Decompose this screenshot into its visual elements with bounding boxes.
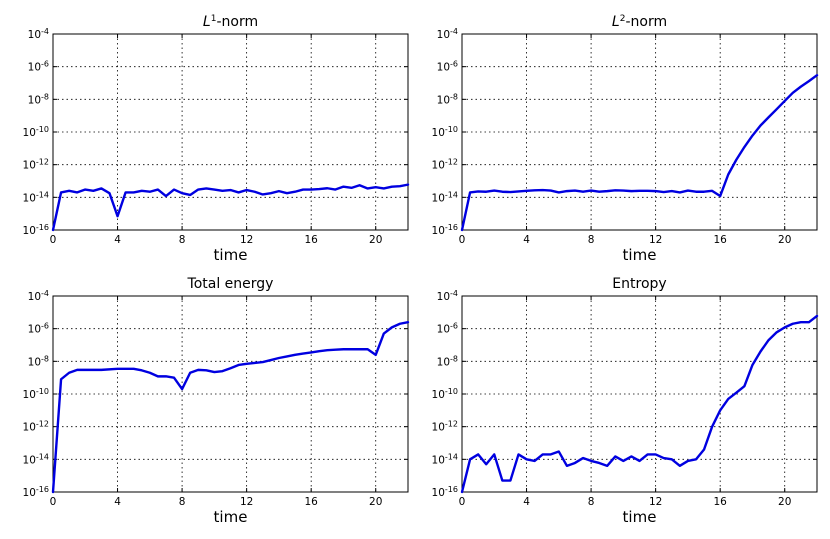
y-tick-label: 10-6 [28, 321, 49, 336]
x-tick-label: 12 [240, 496, 253, 508]
y-tick-label: 10-10 [23, 125, 49, 140]
series-line [460, 74, 819, 232]
plot-frame [52, 295, 409, 493]
y-tick-label: 10-12 [432, 419, 458, 434]
chart-title: L1-norm [203, 14, 258, 30]
y-tick-label: 10-4 [437, 27, 458, 42]
x-tick-label: 16 [713, 234, 727, 246]
y-tick-label: 10-6 [28, 59, 49, 74]
y-tick-label: 10-4 [28, 289, 49, 304]
x-tick-label: 16 [713, 496, 727, 508]
x-tick-label: 16 [304, 234, 318, 246]
x-tick-label: 4 [523, 496, 530, 508]
y-tick-label: 10-8 [28, 92, 49, 107]
y-tick-label: 10-4 [28, 27, 49, 42]
x-tick-label: 20 [778, 234, 791, 246]
y-tick-label: 10-8 [437, 92, 458, 107]
x-tick-label: 20 [778, 496, 791, 508]
panel-entropy: Entropy time 0 4 8 12 16 20 10-16 10-14 10-12 10-… [432, 276, 819, 526]
x-tick-label: 4 [114, 234, 121, 246]
chart-title: Total energy [187, 276, 274, 292]
y-tick-label: 10-8 [28, 354, 49, 369]
plot-frame [461, 33, 818, 231]
x-axis-label: time [623, 246, 657, 264]
x-axis-label: time [214, 508, 248, 526]
chart-title: Entropy [612, 276, 666, 292]
y-tick-label: 10-16 [432, 485, 458, 500]
y-tick-label: 10-6 [437, 321, 458, 336]
x-tick-label: 20 [369, 234, 382, 246]
y-tick-label: 10-14 [432, 190, 458, 205]
x-tick-label: 20 [369, 496, 382, 508]
panel-l1-norm: L1-norm time 0 4 8 12 16 20 10-16 10-14 10-12 10-… [23, 14, 410, 264]
y-tick-label: 10-16 [432, 223, 458, 238]
y-tick-label: 10-14 [23, 190, 49, 205]
y-tick-label: 10-12 [23, 157, 49, 172]
x-axis-label: time [623, 508, 657, 526]
plot-frame [461, 295, 818, 493]
y-tick-label: 10-8 [437, 354, 458, 369]
x-tick-label: 0 [459, 234, 466, 246]
y-tick-label: 10-12 [432, 157, 458, 172]
series-line [51, 320, 410, 494]
y-tick-label: 10-4 [437, 289, 458, 304]
x-axis-label: time [214, 246, 248, 264]
y-tick-label: 10-10 [432, 387, 458, 402]
y-tick-label: 10-6 [437, 59, 458, 74]
y-tick-label: 10-12 [23, 419, 49, 434]
x-tick-label: 12 [240, 234, 253, 246]
x-tick-label: 12 [649, 496, 662, 508]
plot-frame [52, 33, 409, 231]
panel-l2-norm: L2-norm time 0 4 8 12 16 20 10-16 10-14 10-12 10-… [432, 14, 819, 264]
y-tick-label: 10-10 [23, 387, 49, 402]
series-line [460, 314, 819, 494]
x-tick-label: 4 [114, 496, 121, 508]
x-tick-label: 8 [588, 496, 595, 508]
x-tick-label: 0 [50, 234, 57, 246]
y-tick-label: 10-10 [432, 125, 458, 140]
y-tick-label: 10-16 [23, 485, 49, 500]
x-tick-label: 0 [50, 496, 57, 508]
x-tick-label: 8 [179, 234, 186, 246]
y-tick-label: 10-16 [23, 223, 49, 238]
x-tick-label: 4 [523, 234, 530, 246]
series-line [51, 183, 410, 232]
x-tick-label: 8 [588, 234, 595, 246]
x-tick-label: 8 [179, 496, 186, 508]
x-tick-label: 12 [649, 234, 662, 246]
y-tick-label: 10-14 [23, 452, 49, 467]
chart-title: L2-norm [612, 14, 667, 30]
panel-total-energy: Total energy time 0 4 8 12 16 20 10-16 10-14 10-… [23, 276, 410, 526]
y-tick-label: 10-14 [432, 452, 458, 467]
x-tick-label: 16 [304, 496, 318, 508]
x-tick-label: 0 [459, 496, 466, 508]
